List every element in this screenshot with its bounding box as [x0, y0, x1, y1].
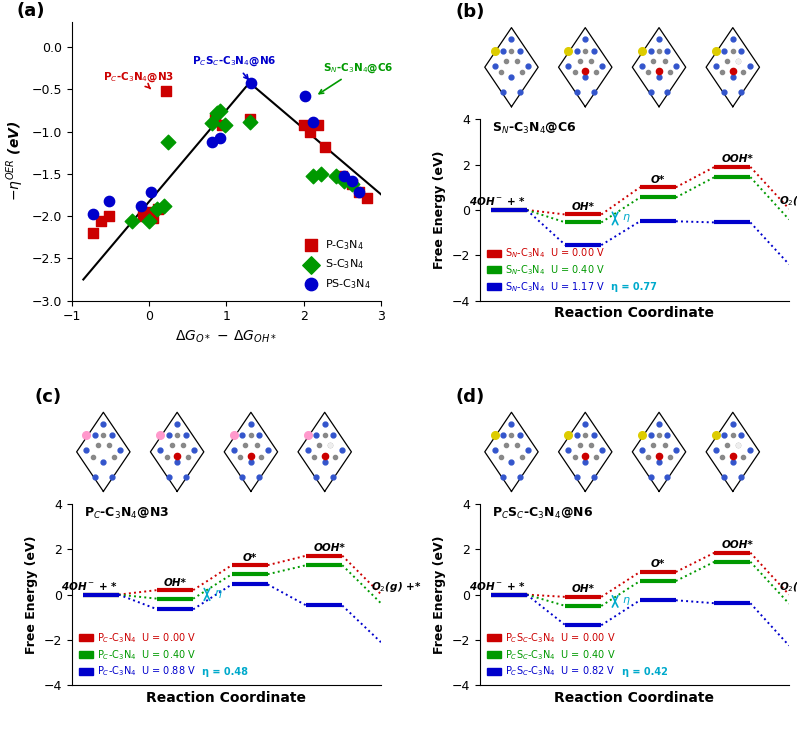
P-C$_3$N$_4$: [152, 203, 165, 215]
P-C$_3$N$_4$: [87, 227, 100, 239]
Text: P$_C$-C$_3$N$_4$@N3: P$_C$-C$_3$N$_4$@N3: [84, 506, 169, 521]
X-axis label: Reaction Coordinate: Reaction Coordinate: [555, 306, 714, 320]
Text: S$_N$-C$_3$N$_4$@C6: S$_N$-C$_3$N$_4$@C6: [319, 61, 394, 94]
X-axis label: Reaction Coordinate: Reaction Coordinate: [555, 691, 714, 705]
Text: O$_2$(g) +*: O$_2$(g) +*: [779, 580, 797, 594]
Text: O$_2$(g) +*: O$_2$(g) +*: [779, 195, 797, 208]
S-C$_3$N$_4$: [307, 170, 320, 182]
Text: 4OH$^-$ + *: 4OH$^-$ + *: [469, 580, 526, 592]
P-C$_3$N$_4$: [147, 212, 159, 224]
X-axis label: Reaction Coordinate: Reaction Coordinate: [147, 691, 306, 705]
Text: $\eta$: $\eta$: [214, 588, 222, 601]
Text: OH*: OH*: [572, 585, 595, 594]
PS-C$_3$N$_4$: [103, 195, 116, 207]
Text: (c): (c): [34, 388, 61, 406]
P-C$_3$N$_4$: [103, 210, 116, 222]
Text: (a): (a): [16, 2, 45, 20]
Text: OOH*: OOH*: [722, 540, 754, 550]
PS-C$_3$N$_4$: [87, 208, 100, 220]
Text: $\eta$: $\eta$: [622, 596, 630, 607]
PS-C$_3$N$_4$: [299, 90, 312, 102]
P-C$_3$N$_4$: [143, 206, 155, 218]
Text: P$_C$-C$_3$N$_4$@N3: P$_C$-C$_3$N$_4$@N3: [103, 70, 174, 88]
P-C$_3$N$_4$: [304, 126, 316, 138]
S-C$_3$N$_4$: [210, 107, 223, 119]
P-C$_3$N$_4$: [319, 141, 332, 152]
PS-C$_3$N$_4$: [144, 187, 157, 198]
PS-C$_3$N$_4$: [135, 200, 147, 212]
Text: 4OH$^-$ + *: 4OH$^-$ + *: [469, 195, 526, 208]
Text: 4OH$^-$ + *: 4OH$^-$ + *: [61, 580, 118, 592]
Text: O*: O*: [651, 559, 665, 569]
Legend: P$_C$S$_C$-C$_3$N$_4$  U = 0.00 V, P$_C$S$_C$-C$_3$N$_4$  U = 0.40 V, P$_C$S$_C$: P$_C$S$_C$-C$_3$N$_4$ U = 0.00 V, P$_C$S…: [485, 629, 621, 680]
P-C$_3$N$_4$: [159, 85, 172, 97]
S-C$_3$N$_4$: [162, 136, 175, 148]
PS-C$_3$N$_4$: [345, 175, 358, 187]
Y-axis label: Free Energy (eV): Free Energy (eV): [25, 535, 38, 654]
Text: O$_2$(g) +*: O$_2$(g) +*: [371, 580, 421, 593]
Legend: P-C$_3$N$_4$, S-C$_3$N$_4$, PS-C$_3$N$_4$: P-C$_3$N$_4$, S-C$_3$N$_4$, PS-C$_3$N$_4…: [295, 234, 375, 295]
PS-C$_3$N$_4$: [307, 116, 320, 128]
Text: P$_C$S$_C$-C$_3$N$_4$@N6: P$_C$S$_C$-C$_3$N$_4$@N6: [493, 506, 594, 521]
Text: η = 0.77: η = 0.77: [611, 282, 658, 292]
Text: OOH*: OOH*: [314, 543, 346, 553]
Text: OH*: OH*: [164, 577, 186, 588]
S-C$_3$N$_4$: [314, 168, 327, 180]
P-C$_3$N$_4$: [311, 119, 324, 130]
S-C$_3$N$_4$: [206, 117, 219, 129]
Text: η = 0.48: η = 0.48: [202, 666, 249, 677]
Y-axis label: Free Energy (eV): Free Energy (eV): [434, 151, 446, 269]
Text: O*: O*: [242, 553, 257, 563]
PS-C$_3$N$_4$: [353, 187, 366, 198]
Legend: S$_N$-C$_3$N$_4$  U = 0.00 V, S$_N$-C$_3$N$_4$  U = 0.40 V, S$_N$-C$_3$N$_4$  U : S$_N$-C$_3$N$_4$ U = 0.00 V, S$_N$-C$_3$…: [485, 245, 611, 296]
Text: η = 0.42: η = 0.42: [622, 666, 668, 677]
PS-C$_3$N$_4$: [214, 133, 226, 144]
S-C$_3$N$_4$: [158, 200, 171, 212]
S-C$_3$N$_4$: [143, 215, 155, 227]
PS-C$_3$N$_4$: [337, 170, 350, 182]
Text: (d): (d): [455, 388, 485, 406]
PS-C$_3$N$_4$: [206, 136, 219, 148]
S-C$_3$N$_4$: [214, 105, 226, 117]
Y-axis label: Free Energy (eV): Free Energy (eV): [434, 535, 446, 654]
S-C$_3$N$_4$: [151, 203, 163, 215]
Y-axis label: $-\eta^{OER}$ (eV): $-\eta^{OER}$ (eV): [4, 121, 26, 201]
S-C$_3$N$_4$: [330, 170, 343, 182]
P-C$_3$N$_4$: [243, 113, 256, 125]
P-C$_3$N$_4$: [345, 178, 358, 190]
P-C$_3$N$_4$: [353, 187, 366, 198]
Text: O*: O*: [651, 175, 665, 184]
P-C$_3$N$_4$: [360, 192, 373, 203]
Text: S$_N$-C$_3$N$_4$@C6: S$_N$-C$_3$N$_4$@C6: [493, 121, 577, 136]
S-C$_3$N$_4$: [345, 178, 358, 190]
P-C$_3$N$_4$: [336, 170, 348, 182]
S-C$_3$N$_4$: [243, 116, 256, 128]
Text: P$_C$S$_C$-C$_3$N$_4$@N6: P$_C$S$_C$-C$_3$N$_4$@N6: [191, 55, 276, 79]
P-C$_3$N$_4$: [208, 113, 221, 125]
Legend: P$_C$-C$_3$N$_4$  U = 0.00 V, P$_C$-C$_3$N$_4$  U = 0.40 V, P$_C$-C$_3$N$_4$  U : P$_C$-C$_3$N$_4$ U = 0.00 V, P$_C$-C$_3$…: [77, 629, 201, 680]
P-C$_3$N$_4$: [216, 119, 229, 130]
S-C$_3$N$_4$: [126, 215, 139, 227]
S-C$_3$N$_4$: [337, 175, 350, 187]
P-C$_3$N$_4$: [136, 210, 149, 222]
P-C$_3$N$_4$: [95, 215, 108, 227]
X-axis label: $\Delta G_{O*}$ $-$ $\Delta G_{OH*}$: $\Delta G_{O*}$ $-$ $\Delta G_{OH*}$: [175, 329, 277, 346]
Text: (b): (b): [455, 4, 485, 21]
Text: OH*: OH*: [572, 202, 595, 212]
PS-C$_3$N$_4$: [245, 77, 257, 88]
Text: $\eta$: $\eta$: [622, 212, 630, 225]
Text: OOH*: OOH*: [722, 155, 754, 164]
S-C$_3$N$_4$: [218, 119, 231, 130]
P-C$_3$N$_4$: [297, 119, 310, 130]
